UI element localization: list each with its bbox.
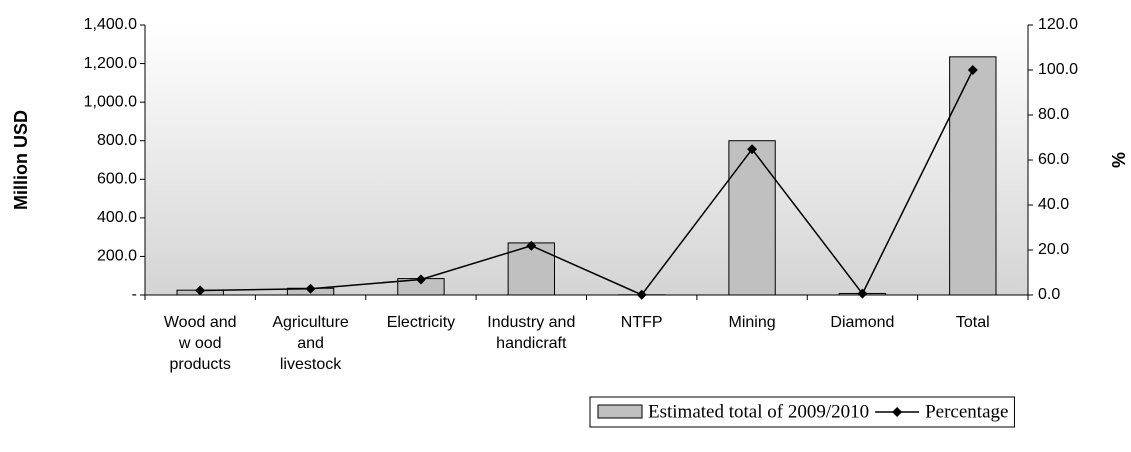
y2-tick-label: 80.0 — [1038, 106, 1069, 123]
x-tick-label: Electricity — [386, 314, 456, 331]
x-tick-label: Mining — [728, 314, 776, 331]
x-tick-label: Agriculture and livestock — [272, 314, 349, 373]
y2-tick-label: 20.0 — [1038, 241, 1069, 258]
marker — [967, 65, 978, 75]
y2-tick-label: 40.0 — [1038, 196, 1069, 213]
legend-marker — [892, 407, 903, 417]
x-tick-label: Diamond — [830, 314, 895, 331]
y-tick-label: 800.0 — [97, 132, 137, 149]
y-tick-label: 200.0 — [97, 248, 137, 265]
line — [200, 69, 974, 296]
y-axis-label: Million USD — [11, 110, 31, 210]
y-tick-label: 400.0 — [97, 209, 137, 226]
marker — [526, 240, 537, 251]
x-tick-label: Total — [955, 314, 990, 331]
marker — [195, 285, 206, 296]
x-tick-label: NTFP — [620, 314, 663, 331]
bar — [728, 140, 776, 296]
y2-tick-label: 60.0 — [1038, 151, 1069, 168]
legend-box — [589, 396, 1015, 428]
legend-label: Percentage — [925, 401, 1008, 422]
bar — [949, 56, 997, 296]
y2-axis-label: % — [1109, 152, 1129, 168]
y-tick-label: 1,000.0 — [84, 93, 137, 110]
marker — [305, 283, 316, 294]
legend-label: Estimated total of 2009/2010 — [648, 401, 869, 422]
marker — [636, 289, 647, 300]
y-tick-label: 1,200.0 — [84, 55, 137, 72]
y-tick-label: - — [132, 286, 137, 303]
y2-tick-label: 0.0 — [1038, 286, 1060, 303]
x-tick-label: Wood and w ood products — [163, 314, 237, 373]
marker — [857, 288, 868, 299]
y-tick-label: 1,400.0 — [84, 16, 137, 33]
marker — [415, 274, 426, 285]
y2-tick-label: 120.0 — [1038, 16, 1078, 33]
marker — [747, 144, 758, 155]
y2-tick-label: 100.0 — [1038, 61, 1078, 78]
legend-swatch — [597, 404, 643, 419]
y-tick-label: 600.0 — [97, 171, 137, 188]
x-tick-label: Industry and handicraft — [487, 314, 576, 352]
plot-area — [145, 25, 1028, 295]
bar — [507, 242, 555, 296]
